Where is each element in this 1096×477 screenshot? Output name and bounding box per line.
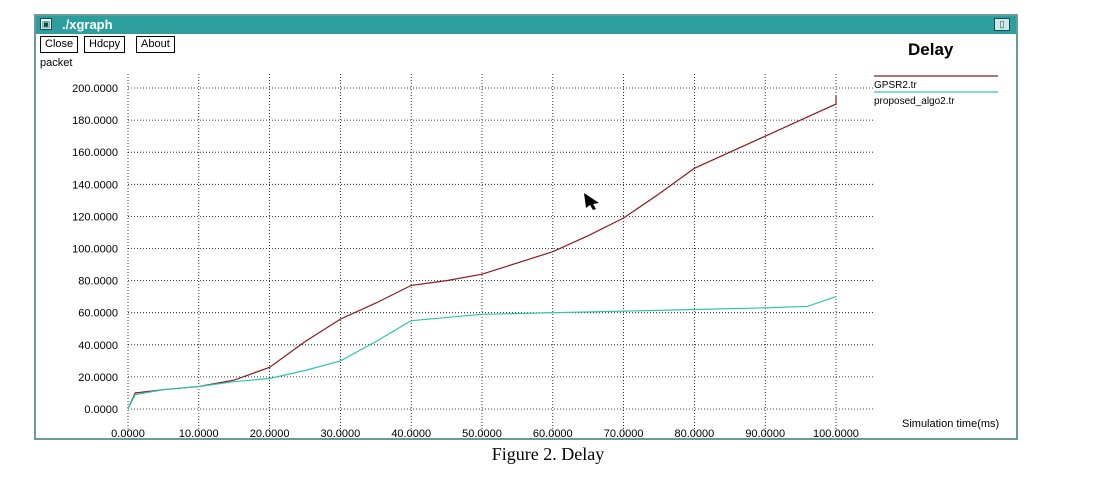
y-tick-label: 80.0000 xyxy=(78,276,118,288)
y-tick-label: 180.0000 xyxy=(72,115,118,127)
y-tick-label: 20.0000 xyxy=(78,372,118,384)
legend: GPSR2.tr proposed_algo2.tr xyxy=(874,75,998,107)
maximize-icon[interactable]: ▯ xyxy=(994,18,1010,31)
hdcpy-button[interactable]: Hdcpy xyxy=(84,36,126,53)
y-tick-label: 0.0000 xyxy=(84,404,118,416)
x-tick-label: 100.0000 xyxy=(813,428,859,438)
x-tick-label: 70.0000 xyxy=(604,428,644,438)
grid-lines xyxy=(127,74,874,436)
mouse-cursor-icon xyxy=(584,193,599,210)
x-tick-label: 0.0000 xyxy=(111,428,145,438)
x-tick-label: 10.0000 xyxy=(179,428,219,438)
delay-chart: 0.0000 20.0000 40.0000 60.0000 80.0000 100.00… xyxy=(72,74,998,438)
x-tick-label: 60.0000 xyxy=(533,428,573,438)
y-tick-labels: 0.0000 20.0000 40.0000 60.0000 80.0000 100.00… xyxy=(72,83,118,416)
title-bar[interactable]: ▣ ./xgraph ▯ xyxy=(36,16,1016,34)
x-tick-label: 20.0000 xyxy=(250,428,290,438)
series-line-0 xyxy=(127,96,837,410)
x-axis-label: Simulation time(ms) xyxy=(902,418,1000,430)
xgraph-window: ▣ ./xgraph ▯ Close Hdcpy About Delay pac… xyxy=(34,14,1018,440)
about-button[interactable]: About xyxy=(136,36,175,53)
legend-label: GPSR2.tr xyxy=(874,80,917,91)
y-tick-label: 100.0000 xyxy=(72,244,118,256)
chart-title: Delay xyxy=(908,40,954,59)
x-tick-label: 90.0000 xyxy=(745,428,785,438)
y-tick-label: 140.0000 xyxy=(72,179,118,191)
legend-label: proposed_algo2.tr xyxy=(874,96,955,107)
y-tick-label: 40.0000 xyxy=(78,340,118,352)
close-button[interactable]: Close xyxy=(40,36,79,53)
x-tick-label: 80.0000 xyxy=(675,428,715,438)
window-menu-icon[interactable]: ▣ xyxy=(40,18,52,30)
x-tick-labels: 0.0000 10.0000 20.0000 30.0000 40.0000 50.000… xyxy=(111,428,859,438)
x-tick-label: 40.0000 xyxy=(391,428,431,438)
x-tick-label: 30.0000 xyxy=(321,428,361,438)
y-tick-label: 160.0000 xyxy=(72,147,118,159)
y-axis-label: packet xyxy=(40,57,73,69)
window-title: ./xgraph xyxy=(62,17,113,32)
series-line-1 xyxy=(127,296,837,410)
x-tick-label: 50.0000 xyxy=(462,428,502,438)
figure-caption: Figure 2. Delay xyxy=(491,444,605,464)
series-lines xyxy=(127,96,837,410)
y-tick-label: 120.0000 xyxy=(72,211,118,223)
y-tick-label: 60.0000 xyxy=(78,308,118,320)
y-tick-label: 200.0000 xyxy=(72,83,118,95)
